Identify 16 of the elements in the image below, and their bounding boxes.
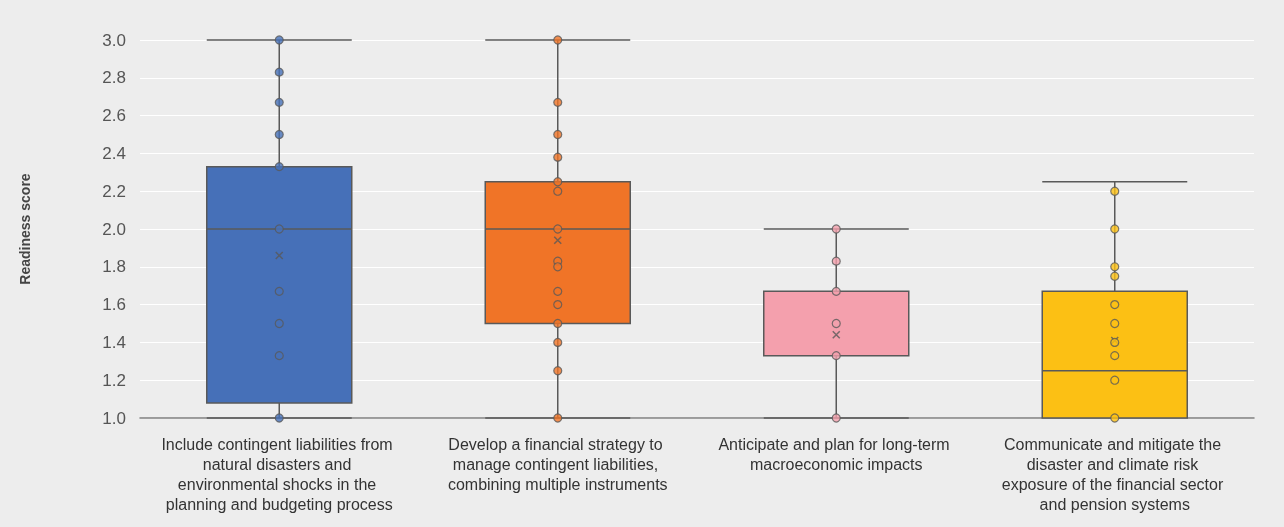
y-tick-label: 1.2 [102,370,126,390]
x-tick-label: Anticipate and plan for long-term macroeconomic impacts [718,435,955,473]
y-tick-label: 1.0 [102,408,126,428]
y-tick-label: 1.6 [102,295,126,315]
y-tick-label: 2.6 [102,106,126,126]
y-tick-label: 1.4 [102,332,126,352]
x-tick-label: Include contingent liabilities from natural disasters and environmental shocks in the planning and budgeting process [161,435,398,513]
y-tick-label: 2.4 [102,143,126,163]
y-tick-label: 2.8 [102,68,126,88]
x-tick-label: Develop a financial strategy to manage contingent liabilities, combining multiple instruments [447,435,668,493]
y-tick-label: 3.0 [102,30,126,50]
y-tick-label: 1.8 [102,257,126,277]
x-tick-label: Communicate and mitigate the disaster and climate risk exposure of the financial sector and pension systems [1001,435,1228,513]
y-tick-label: 2.2 [102,181,126,201]
y-axis-title: Readiness score [17,173,33,285]
y-tick-label: 2.0 [102,219,126,239]
